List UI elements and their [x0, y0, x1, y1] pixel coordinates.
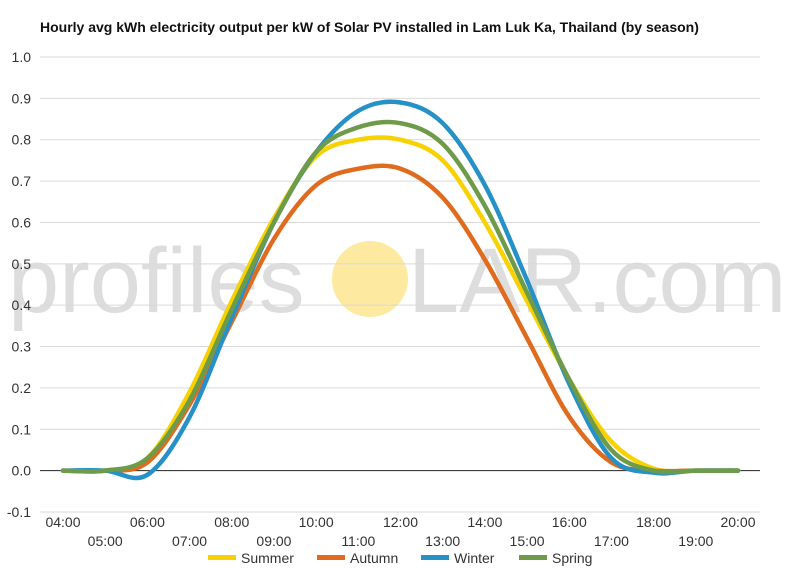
x-tick-label: 11:00 — [341, 533, 375, 549]
y-tick-label: 0.0 — [12, 463, 32, 479]
x-tick-label: 05:00 — [88, 533, 123, 549]
watermark: profiles LAR.com — [8, 230, 786, 332]
watermark-text-right: LAR.com — [408, 230, 786, 332]
y-tick-label: 0.7 — [12, 173, 32, 189]
gridlines — [40, 56, 760, 513]
x-tick-label: 15:00 — [510, 533, 545, 549]
x-tick-label: 13:00 — [425, 533, 460, 549]
x-axis-ticks: 04:00 05:00 06:00 07:00 08:00 09:00 10:00 11:00… — [45, 514, 755, 549]
x-tick-label: 08:00 — [214, 514, 249, 530]
y-tick-label: 0.9 — [12, 90, 32, 106]
y-tick-label: 0.1 — [12, 421, 32, 437]
legend-label-autumn: Autumn — [350, 550, 398, 566]
y-tick-label: 0.2 — [12, 380, 32, 396]
y-tick-label: 0.4 — [12, 297, 32, 313]
x-tick-label: 10:00 — [299, 514, 334, 530]
x-tick-label: 19:00 — [678, 533, 713, 549]
series-line-winter — [60, 99, 741, 481]
y-tick-label: 0.8 — [12, 132, 32, 148]
legend-swatch-winter — [421, 555, 449, 560]
y-tick-label: 0.6 — [12, 214, 32, 230]
x-tick-label: 04:00 — [45, 514, 80, 530]
x-tick-label: 07:00 — [172, 533, 207, 549]
legend-swatch-summer — [208, 555, 236, 560]
x-tick-label: 09:00 — [256, 533, 291, 549]
chart-title: Hourly avg kWh electricity output per kW… — [40, 19, 699, 35]
series-line-summer — [60, 135, 741, 474]
y-tick-label: 1.0 — [12, 49, 32, 65]
x-tick-label: 12:00 — [383, 514, 418, 530]
y-tick-label: 0.5 — [12, 256, 32, 272]
x-tick-label: 20:00 — [720, 514, 755, 530]
legend-swatch-spring — [519, 555, 547, 560]
y-tick-label: -0.1 — [7, 504, 31, 520]
x-tick-label: 18:00 — [636, 514, 671, 530]
legend-swatch-autumn — [317, 555, 345, 560]
x-tick-label: 06:00 — [130, 514, 165, 530]
legend-label-summer: Summer — [241, 550, 294, 566]
y-axis-ticks: 1.0 0.9 0.8 0.7 0.6 0.5 0.4 0.3 0.2 0.1 0.0 -0.1 — [7, 49, 31, 520]
x-tick-label: 14:00 — [467, 514, 502, 530]
x-tick-label: 16:00 — [552, 514, 587, 530]
series-line-spring — [60, 119, 741, 475]
watermark-text-left: profiles — [8, 230, 305, 332]
legend-label-winter: Winter — [454, 550, 495, 566]
legend-label-spring: Spring — [552, 550, 592, 566]
x-tick-label: 17:00 — [594, 533, 629, 549]
watermark-sun-icon — [332, 241, 408, 317]
y-tick-label: 0.3 — [12, 339, 32, 355]
series-lines — [60, 99, 741, 481]
legend: Summer Autumn Winter Spring — [208, 550, 592, 566]
